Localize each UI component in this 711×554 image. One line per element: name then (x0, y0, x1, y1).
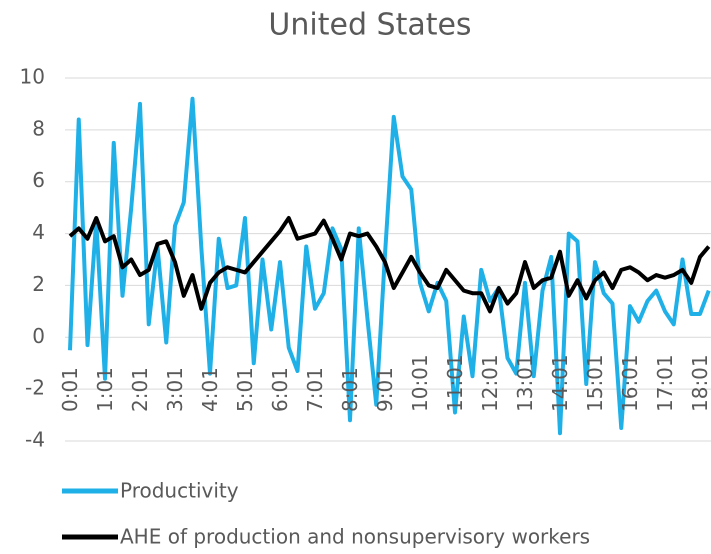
x-tick-label: 9:01 (373, 367, 397, 412)
x-tick-label: 6:01 (268, 367, 292, 412)
x-tick-label: 13:01 (513, 354, 537, 412)
data-line (68, 216, 711, 314)
x-tick-label: 3:01 (163, 367, 187, 412)
data-line (68, 96, 711, 436)
y-tick-label: -4 (25, 428, 45, 452)
legend-label: Productivity (120, 479, 239, 503)
y-tick-label: -2 (25, 376, 45, 400)
x-tick-label: 16:01 (618, 354, 642, 412)
x-tick-label: 7:01 (303, 367, 327, 412)
y-tick-label: 10 (20, 65, 45, 89)
x-tick-label: 1:01 (93, 367, 117, 412)
x-tick-label: 2:01 (128, 367, 152, 412)
x-tick-label: 8:01 (338, 367, 362, 412)
x-tick-label: 15:01 (583, 354, 607, 412)
legend-label: AHE of production and nonsupervisory wor… (120, 525, 590, 549)
x-tick-label: 0:01 (58, 367, 82, 412)
x-tick-label: 12:01 (478, 354, 502, 412)
x-tick-label: 5:01 (233, 367, 257, 412)
y-tick-label: 0 (32, 324, 45, 348)
y-tick-label: 4 (32, 220, 45, 244)
x-tick-label: 14:01 (548, 354, 572, 412)
x-tick-label: 11:01 (443, 354, 467, 412)
x-tick-label: 4:01 (198, 367, 222, 412)
x-tick-label: 18:01 (688, 354, 711, 412)
y-tick-label: 6 (32, 168, 45, 192)
y-tick-label: 2 (32, 272, 45, 296)
x-tick-label: 10:01 (408, 354, 432, 412)
y-tick-label: 8 (32, 116, 45, 140)
chart-title: United States (268, 8, 471, 43)
x-tick-label: 17:01 (653, 354, 677, 412)
